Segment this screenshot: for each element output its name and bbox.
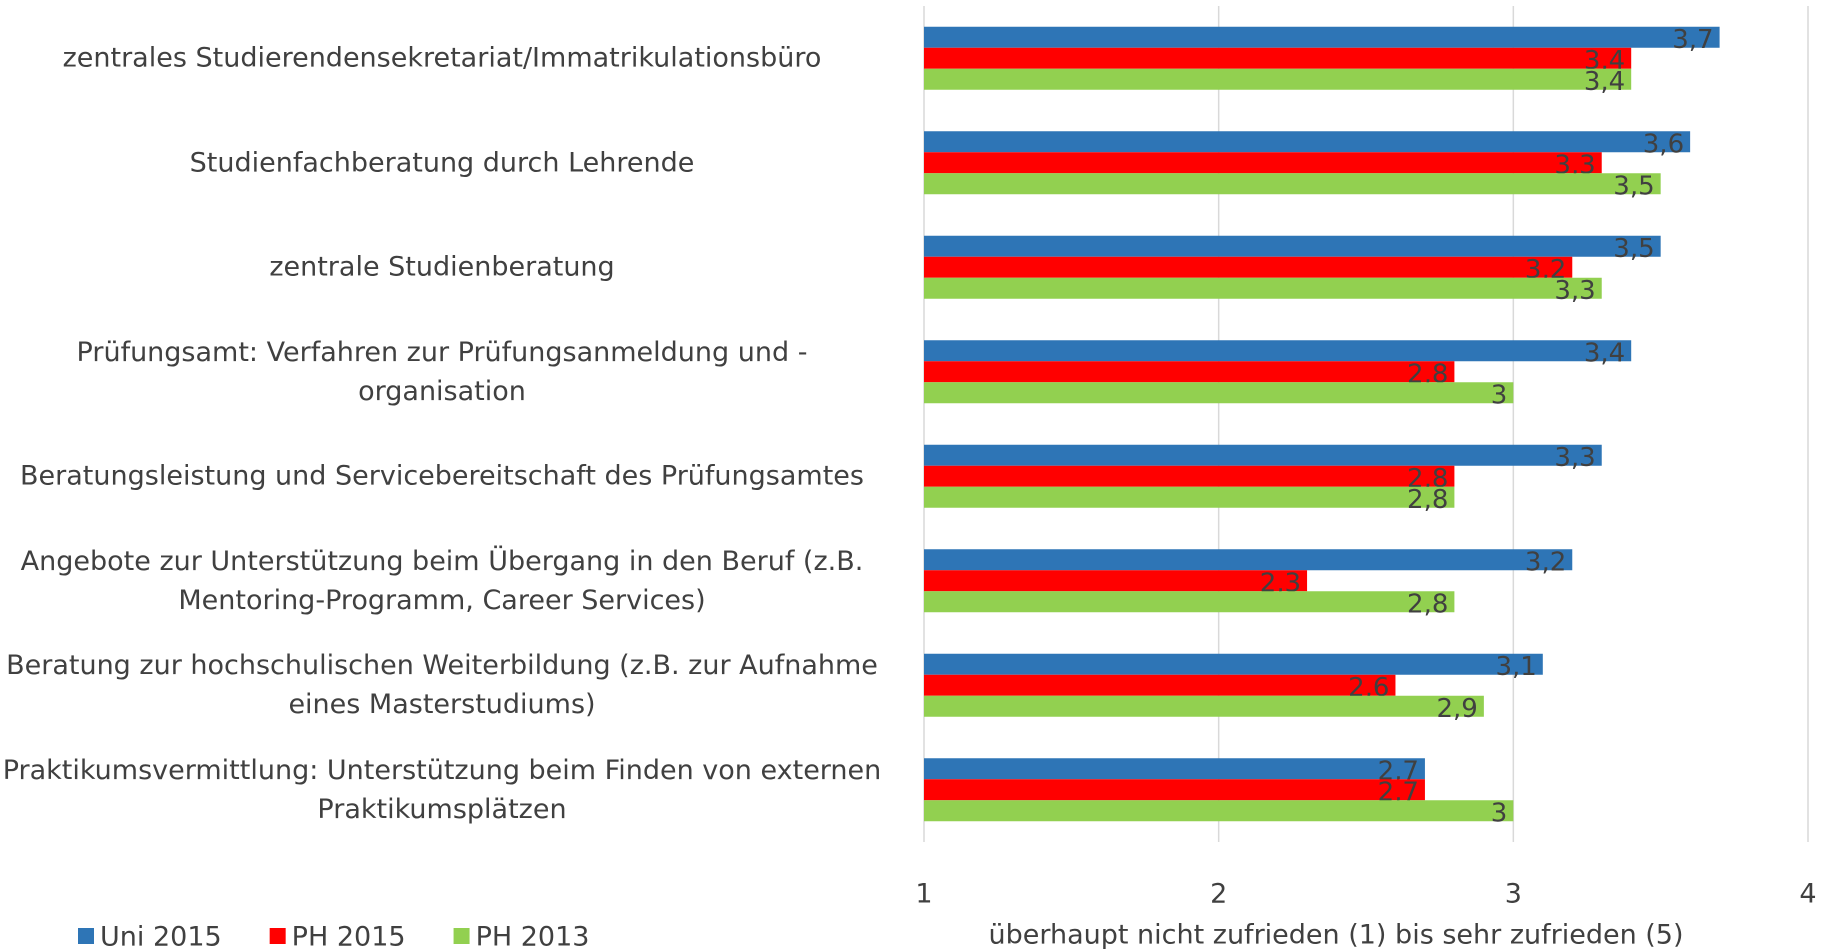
bar [924,653,1543,675]
bar [924,173,1661,195]
bar [924,382,1514,404]
bar [924,591,1455,613]
data-label: 3 [1491,380,1508,410]
data-label: 3,3 [1554,276,1595,306]
legend-swatch [453,928,470,944]
data-label: 3,2 [1525,547,1566,577]
category-label: Studienfachberatung durch Lehrende [189,147,695,179]
data-label: 3,3 [1554,443,1595,473]
category-label: zentrales Studierendensekretariat/Immatr… [62,42,822,74]
data-label: 3,4 [1584,338,1625,368]
bar [924,131,1691,153]
data-label: 2,8 [1407,589,1448,619]
category-label: Angebote zur Unterstützung beim Übergang… [20,545,864,616]
data-label: 3,1 [1495,652,1536,682]
data-label: 3,7 [1672,25,1713,55]
bar [924,26,1720,48]
bar [924,277,1602,299]
bar [924,465,1455,487]
x-tick-label: 1 [915,879,932,910]
bar [924,674,1396,696]
data-label: 2,8 [1407,485,1448,515]
data-label: 3,4 [1584,67,1625,97]
bar [924,549,1573,571]
bar [924,779,1425,801]
bar [924,47,1632,69]
bar [924,361,1455,383]
data-label: 2,9 [1437,694,1478,724]
bar [924,800,1514,822]
bar [924,570,1308,592]
category-label: Prüfungsamt: Verfahren zur Prüfungsanmel… [76,336,808,407]
x-axis-title: überhaupt nicht zufrieden (1) bis sehr z… [988,920,1683,950]
data-label: 3,6 [1643,129,1684,159]
x-tick-label: 4 [1799,879,1816,910]
data-label: 3,5 [1613,234,1654,264]
bar [924,486,1455,508]
legend-label: Uni 2015 [100,922,222,950]
bar [924,444,1602,466]
category-label: Beratungsleistung und Servicebereitschaf… [20,460,864,492]
bar [924,68,1632,90]
bar [924,152,1602,174]
category-label: zentrale Studienberatung [269,251,615,283]
bar [924,340,1632,362]
category-label: Praktikumsvermittlung: Unterstützung bei… [2,754,882,825]
bar [924,235,1661,257]
legend-label: PH 2013 [476,922,590,950]
data-label: 3 [1491,798,1508,828]
category-label: Beratung zur hochschulischen Weiterbildu… [6,650,878,721]
data-label: 3,5 [1613,171,1654,201]
bar [924,256,1573,278]
x-tick-label: 3 [1505,879,1522,910]
bar [924,695,1484,717]
legend-swatch [269,928,286,944]
legend-swatch [78,928,94,944]
x-tick-label: 2 [1210,879,1227,910]
bar [924,758,1425,780]
legend-label: PH 2015 [292,922,406,950]
